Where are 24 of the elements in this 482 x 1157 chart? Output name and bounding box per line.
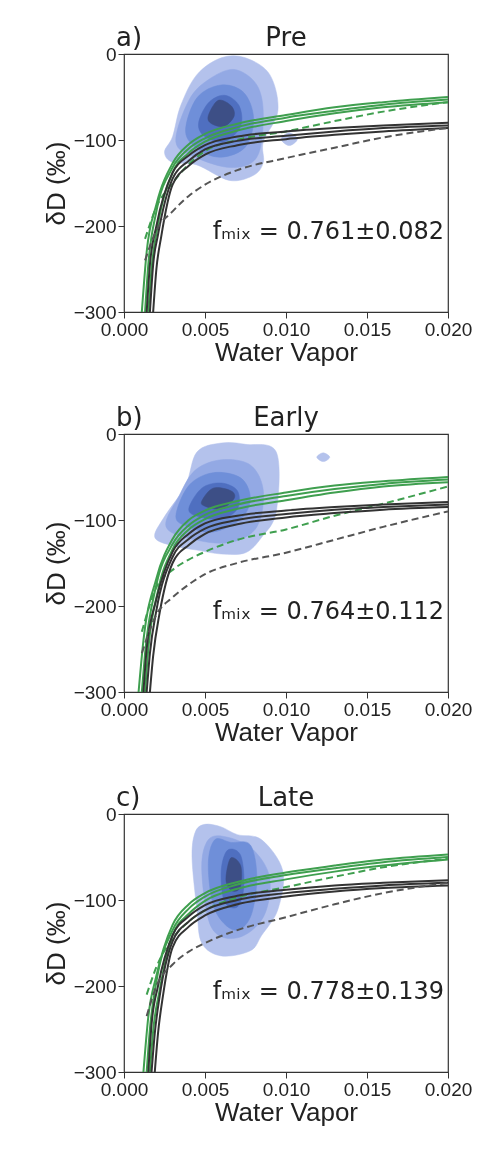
y-tick-label: −200 bbox=[73, 215, 117, 237]
x-tick-label: 0.020 bbox=[424, 1078, 473, 1100]
y-tick-label: −100 bbox=[73, 889, 117, 911]
y-axis-title: δD (‰) bbox=[40, 141, 71, 226]
y-tick-label: 0 bbox=[105, 423, 117, 445]
chart-title: Pre bbox=[265, 22, 307, 52]
y-axis-title: δD (‰) bbox=[40, 901, 71, 986]
text: b) bbox=[116, 402, 143, 432]
annotation: fₘᵢₓ = 0.778±0.139 bbox=[212, 977, 444, 1006]
y-tick-label: −100 bbox=[73, 129, 117, 151]
x-tick-label: 0.020 bbox=[424, 698, 473, 720]
annotation: fₘᵢₓ = 0.764±0.112 bbox=[212, 597, 444, 626]
annotation: fₘᵢₓ = 0.761±0.082 bbox=[212, 217, 444, 246]
chart-title: Early bbox=[253, 402, 319, 432]
y-tick-label: −100 bbox=[73, 509, 117, 531]
y-tick-label: −200 bbox=[73, 595, 117, 617]
y-tick-label: −200 bbox=[73, 975, 117, 997]
y-axis-title: δD (‰) bbox=[40, 521, 71, 606]
chart-title: Late bbox=[257, 782, 315, 812]
y-tick-label: 0 bbox=[105, 43, 117, 65]
y-tick-label: 0 bbox=[105, 803, 117, 825]
text: a) bbox=[116, 22, 143, 52]
x-tick-label: 0.020 bbox=[424, 318, 473, 340]
text: c) bbox=[116, 782, 141, 812]
